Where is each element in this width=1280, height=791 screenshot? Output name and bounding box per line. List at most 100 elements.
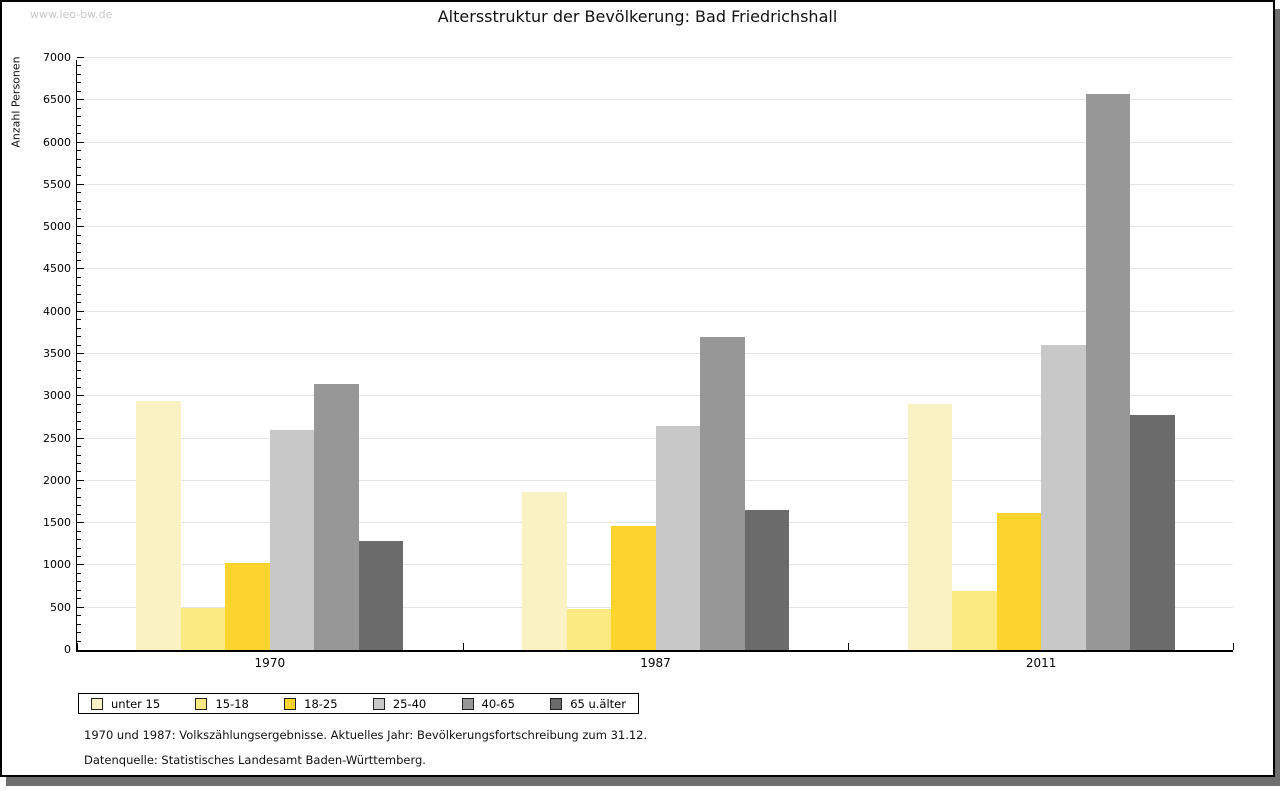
y-axis-title: Anzahl Personen — [9, 56, 23, 148]
gridline-y-7000 — [77, 57, 1233, 58]
y-tick-4900 — [77, 234, 81, 236]
y-tick-3500 — [77, 353, 84, 354]
footnote-source-years: 1970 und 1987: Volkszählungsergebnisse. … — [84, 728, 648, 742]
y-tick-7000 — [77, 57, 84, 58]
y-tick-2200 — [77, 462, 81, 464]
y-tick-3800 — [77, 327, 81, 329]
legend-swatch-25-40 — [372, 697, 385, 710]
gridline-y-6500 — [77, 99, 1233, 101]
y-tick-label-2000: 2000 — [43, 473, 71, 487]
x-tick-0 — [77, 643, 78, 650]
y-tick-1700 — [77, 505, 81, 507]
x-category-label-1987: 1987 — [640, 656, 671, 670]
y-tick-2700 — [77, 420, 81, 422]
y-tick-3200 — [77, 378, 81, 380]
y-tick-1800 — [77, 496, 81, 498]
bar-1970-15-18 — [180, 607, 226, 650]
y-tick-5800 — [77, 158, 81, 160]
chart-panel: www.leo-bw.de Altersstruktur der Bevölke… — [0, 0, 1275, 777]
y-tick-2400 — [77, 446, 81, 448]
y-tick-label-7000: 7000 — [43, 51, 71, 64]
y-tick-600 — [77, 598, 81, 600]
y-tick-5100 — [77, 217, 81, 219]
y-tick-4700 — [77, 251, 81, 253]
y-tick-1900 — [77, 488, 81, 490]
y-tick-4600 — [77, 259, 81, 261]
gridline-y-4500 — [77, 268, 1233, 270]
y-tick-5400 — [77, 192, 81, 194]
x-tick-1 — [462, 643, 464, 650]
y-tick-5600 — [77, 175, 81, 177]
y-tick-6000 — [77, 141, 84, 143]
legend-label-65-u.älter: 65 u.älter — [570, 696, 626, 711]
y-tick-label-0: 0 — [64, 643, 71, 656]
y-tick-100 — [77, 640, 81, 642]
y-tick-2600 — [77, 429, 81, 431]
gridline-y-2500 — [77, 437, 1233, 439]
y-tick-label-6000: 6000 — [43, 135, 71, 149]
y-tick-6200 — [77, 124, 81, 126]
legend-item-40-65: 40-65 — [461, 696, 515, 711]
legend-swatch-15-18 — [195, 697, 208, 710]
gridline-y-5500 — [77, 183, 1233, 185]
y-tick-300 — [77, 623, 81, 625]
y-tick-1200 — [77, 547, 81, 549]
y-tick-label-5500: 5500 — [43, 177, 71, 191]
y-tick-5700 — [77, 166, 81, 168]
y-tick-1600 — [77, 513, 81, 515]
y-tick-3000 — [77, 395, 84, 397]
legend-label-40-65: 40-65 — [481, 696, 515, 711]
bar-2011-unter-15 — [907, 403, 953, 650]
y-tick-4400 — [77, 276, 81, 278]
legend-label-unter-15: unter 15 — [111, 696, 161, 711]
gridline-y-6000 — [77, 141, 1233, 143]
bar-1970-40-65 — [314, 383, 359, 650]
x-category-label-1970: 1970 — [254, 656, 286, 670]
gridline-y-3500 — [77, 353, 1233, 354]
bar-1987-25-40 — [655, 425, 700, 650]
y-tick-700 — [77, 589, 81, 591]
y-tick-3400 — [77, 361, 81, 363]
bar-2011-65-u.älter — [1130, 414, 1175, 650]
y-tick-2300 — [77, 454, 81, 456]
y-tick-4300 — [77, 285, 81, 287]
y-tick-2000 — [77, 479, 84, 481]
bar-1987-65-u.älter — [744, 509, 789, 650]
bar-2011-15-18 — [952, 590, 997, 650]
bar-2011-25-40 — [1041, 344, 1086, 650]
y-tick-6300 — [77, 116, 81, 118]
bar-1987-unter-15 — [522, 491, 567, 650]
y-tick-label-6500: 6500 — [43, 93, 71, 107]
y-tick-3600 — [77, 344, 81, 346]
gridline-y-5000 — [77, 226, 1233, 228]
y-tick-label-3000: 3000 — [43, 389, 71, 403]
y-tick-5000 — [77, 226, 84, 228]
x-tick-3 — [1233, 643, 1234, 650]
gridline-y-4000 — [77, 310, 1233, 312]
y-tick-6500 — [77, 99, 84, 101]
y-tick-1100 — [77, 555, 81, 557]
gridline-y-2000 — [77, 479, 1233, 481]
bar-2011-18-25 — [996, 513, 1042, 650]
y-tick-2800 — [77, 412, 81, 414]
legend-item-unter-15: unter 15 — [91, 697, 160, 711]
legend-label-15-18: 15-18 — [215, 696, 249, 711]
y-tick-5900 — [77, 150, 81, 152]
y-tick-3700 — [77, 336, 81, 338]
y-tick-500 — [77, 606, 84, 608]
y-tick-4100 — [77, 302, 81, 304]
y-tick-4500 — [77, 268, 84, 270]
y-tick-label-1500: 1500 — [43, 516, 71, 530]
y-tick-3300 — [77, 369, 81, 371]
plot-area: 0 500 1000 1500 2000 2500 3000 3500 4000 4500 5000… — [43, 51, 1234, 670]
legend-label-18-25: 18-25 — [304, 696, 338, 711]
y-tick-6800 — [77, 73, 81, 75]
bar-1987-15-18 — [566, 608, 611, 650]
bar-1970-65-u.älter — [358, 540, 404, 650]
y-tick-label-4000: 4000 — [43, 304, 71, 318]
y-tick-5300 — [77, 200, 81, 202]
legend-item-25-40: 25-40 — [372, 697, 426, 711]
y-tick-1300 — [77, 539, 81, 541]
y-tick-6700 — [77, 82, 81, 84]
y-tick-6100 — [77, 133, 81, 135]
